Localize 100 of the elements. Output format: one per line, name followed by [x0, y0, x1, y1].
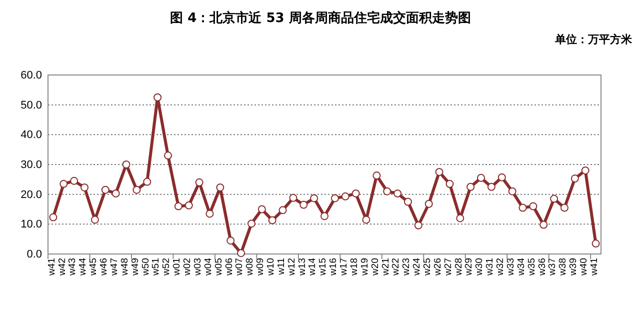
x-tick-label: w12: [286, 258, 298, 276]
x-tick-label: w43: [67, 258, 78, 276]
x-tick-label: w48: [119, 258, 130, 276]
x-tick-label: w22: [390, 258, 402, 276]
x-tick-label: w19: [359, 258, 370, 276]
point: [278, 206, 287, 214]
point: [394, 189, 402, 198]
point: [122, 160, 130, 168]
point: [435, 168, 444, 176]
x-tick-label: w04: [202, 258, 214, 276]
x-tick-label: w45: [88, 258, 100, 276]
text: 单位：万平方米: [554, 33, 633, 46]
point: [508, 187, 516, 196]
point: [540, 220, 548, 229]
x-tick-label: w51: [150, 258, 162, 276]
y-tick-label: 60.0: [20, 70, 42, 82]
x-tick-label: w05: [213, 258, 224, 276]
x-tick-label: w32: [495, 258, 506, 276]
x-tick-label: w46: [98, 258, 110, 276]
x-tick-label: w01: [172, 258, 183, 276]
point: [184, 201, 193, 210]
point: [132, 186, 141, 194]
y-tick-label: 50.0: [20, 99, 42, 112]
x-tick-label: w38: [558, 258, 569, 276]
x-tick-label: w20: [370, 258, 381, 276]
point: [143, 178, 152, 186]
x-tick-label: w02: [182, 258, 194, 276]
x-tick-label: w25: [422, 258, 433, 276]
point: [518, 204, 527, 212]
point: [477, 174, 486, 182]
point: [90, 216, 99, 224]
x-tick-label: w09: [255, 258, 266, 276]
point: [550, 194, 558, 203]
x-tick-label: w37: [547, 258, 558, 276]
point: [498, 173, 506, 182]
x-tick-label: w06: [224, 258, 235, 276]
x-tick-label: w34: [516, 258, 527, 276]
x-tick-label: w33: [505, 258, 516, 276]
x-tick-label: w42: [56, 258, 68, 276]
point: [268, 216, 276, 224]
point: [341, 192, 350, 200]
y-tick-label: 10.0: [20, 218, 42, 231]
x-tick-label: w35: [526, 258, 538, 276]
x-tick-label: w41: [46, 258, 58, 276]
point: [206, 210, 214, 218]
point: [383, 187, 392, 196]
point: [216, 183, 224, 192]
point: [164, 152, 172, 160]
chart-title: 图 4：北京市近 53 周各周商品住宅成交面积走势图: [170, 10, 471, 26]
x-tick-label: w39: [568, 258, 580, 276]
x-tick-label: w03: [192, 258, 204, 276]
x-tick-label: w30: [474, 258, 486, 276]
x-tick-label: w23: [401, 258, 412, 276]
point: [330, 194, 339, 202]
point: [320, 212, 328, 220]
x-tick-label: w44: [78, 258, 89, 276]
point: [247, 220, 256, 228]
point: [80, 183, 89, 192]
point: [226, 236, 235, 245]
y-tick-label: 20.0: [20, 188, 42, 201]
x-tick-label: w16: [328, 258, 340, 276]
x-tick-label: w40: [578, 258, 590, 276]
point: [258, 205, 266, 214]
point: [70, 176, 78, 185]
point: [112, 189, 120, 198]
point: [101, 186, 110, 194]
point: [300, 200, 308, 209]
point: [237, 249, 246, 258]
x-tick-label: w24: [412, 258, 423, 276]
x-tick-label: w14: [307, 258, 318, 276]
x-tick-label: w08: [244, 258, 256, 276]
y-tick-label: 0.0: [26, 248, 42, 261]
point: [60, 180, 68, 188]
point: [195, 178, 204, 186]
point: [424, 200, 433, 208]
x-tick-label: w50: [140, 258, 152, 276]
point: [404, 198, 412, 206]
y-tick-label: 40.0: [20, 129, 42, 142]
x-tick-label: w28: [453, 258, 464, 276]
x-tick-label: w52: [161, 258, 172, 276]
point: [362, 216, 370, 224]
x-tick-label: w31: [484, 258, 496, 276]
point: [466, 182, 475, 191]
x-tick-label: w15: [318, 258, 329, 276]
point: [310, 194, 318, 202]
point: [446, 180, 454, 188]
point: [414, 221, 422, 230]
point: [487, 182, 496, 191]
x-tick-label: w10: [265, 258, 276, 276]
point: [570, 174, 579, 183]
x-tick-label: w13: [296, 258, 308, 276]
point: [372, 172, 381, 180]
x-tick-label: w17: [338, 258, 350, 276]
x-tick-label: w26: [432, 258, 444, 276]
point: [560, 204, 568, 212]
x-tick-label: w11: [276, 258, 287, 276]
x-tick-label: w41: [588, 258, 600, 276]
point: [289, 194, 298, 202]
point: [529, 202, 538, 210]
point: [456, 214, 464, 222]
